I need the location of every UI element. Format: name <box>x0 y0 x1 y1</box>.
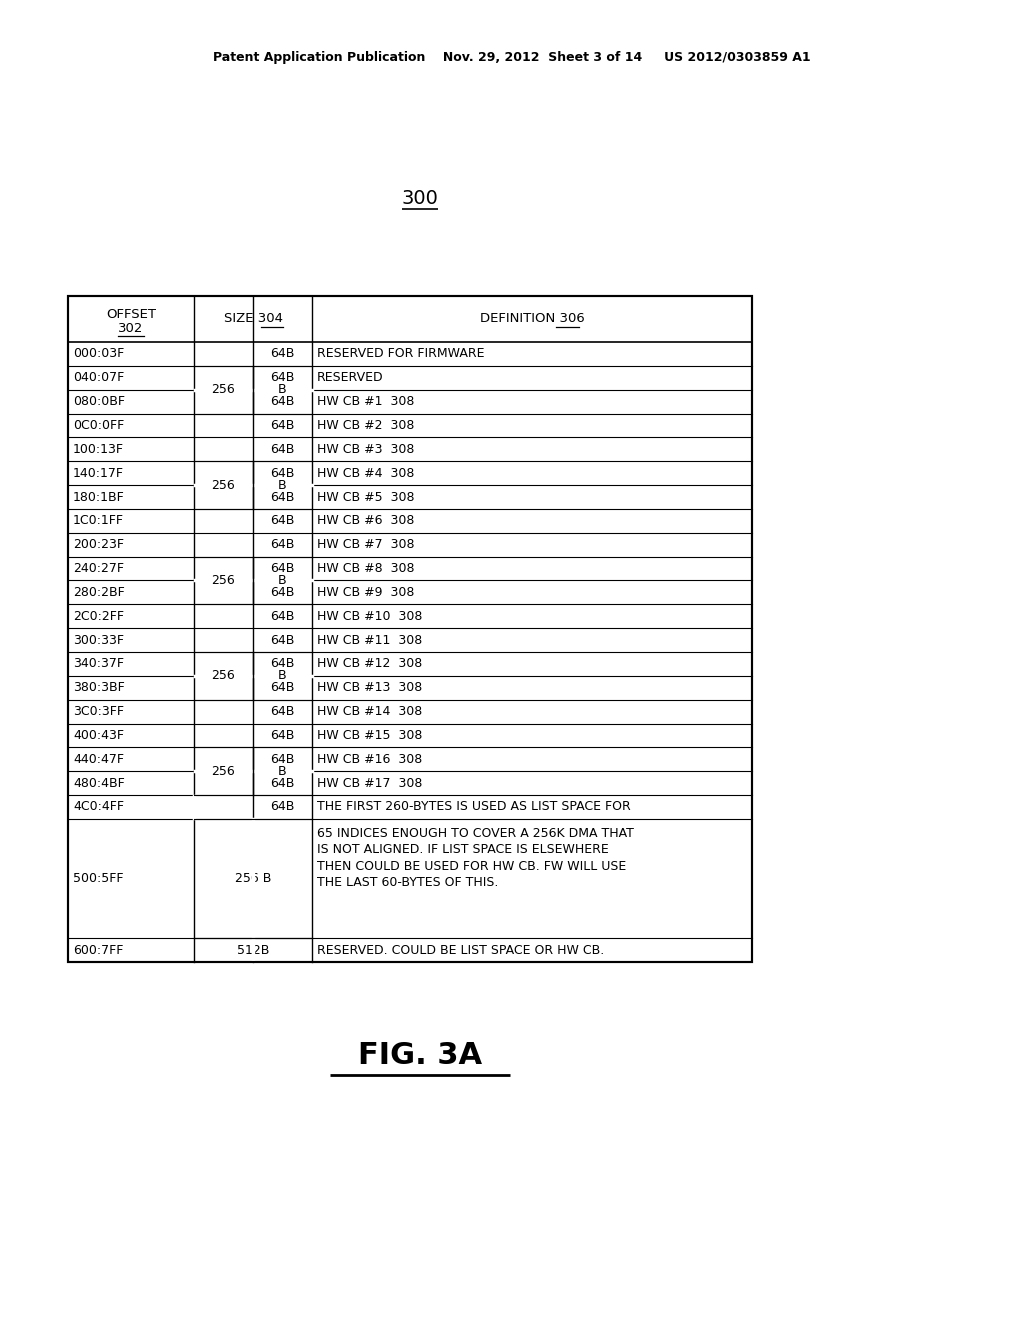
Text: HW CB #16  308: HW CB #16 308 <box>317 752 422 766</box>
Text: HW CB #4  308: HW CB #4 308 <box>317 467 415 479</box>
Text: 64B: 64B <box>270 395 295 408</box>
Text: 64B: 64B <box>270 729 295 742</box>
Text: 64B: 64B <box>270 610 295 623</box>
Text: 1C0:1FF: 1C0:1FF <box>73 515 124 528</box>
Text: 256: 256 <box>212 764 236 777</box>
Text: 256: 256 <box>212 479 236 491</box>
Text: 2C0:2FF: 2C0:2FF <box>73 610 124 623</box>
Text: 64B: 64B <box>270 442 295 455</box>
Text: Patent Application Publication    Nov. 29, 2012  Sheet 3 of 14     US 2012/03038: Patent Application Publication Nov. 29, … <box>213 51 811 65</box>
Text: B: B <box>279 479 287 491</box>
Text: HW CB #2  308: HW CB #2 308 <box>317 418 415 432</box>
Text: 600:7FF: 600:7FF <box>73 944 123 957</box>
Text: 64B: 64B <box>270 562 295 576</box>
Text: HW CB #1  308: HW CB #1 308 <box>317 395 415 408</box>
Text: 300: 300 <box>401 189 438 207</box>
Text: 64B: 64B <box>270 467 295 479</box>
Text: THE FIRST 260-BYTES IS USED AS LIST SPACE FOR: THE FIRST 260-BYTES IS USED AS LIST SPAC… <box>317 800 631 813</box>
Text: HW CB #12  308: HW CB #12 308 <box>317 657 422 671</box>
Text: 100:13F: 100:13F <box>73 442 124 455</box>
Text: 380:3BF: 380:3BF <box>73 681 125 694</box>
Text: 64B: 64B <box>270 800 295 813</box>
Bar <box>68 296 752 962</box>
Text: 300:33F: 300:33F <box>73 634 124 647</box>
Text: 302: 302 <box>119 322 143 335</box>
Text: SIZE 304: SIZE 304 <box>223 313 283 326</box>
Text: 64B: 64B <box>270 371 295 384</box>
Text: HW CB #7  308: HW CB #7 308 <box>317 539 415 552</box>
Text: HW CB #14  308: HW CB #14 308 <box>317 705 422 718</box>
Text: 512B: 512B <box>237 944 269 957</box>
Text: HW CB #17  308: HW CB #17 308 <box>317 776 422 789</box>
Text: 65 INDICES ENOUGH TO COVER A 256K DMA THAT
IS NOT ALIGNED. IF LIST SPACE IS ELSE: 65 INDICES ENOUGH TO COVER A 256K DMA TH… <box>317 826 634 890</box>
Text: 256: 256 <box>212 383 236 396</box>
Text: 64B: 64B <box>270 586 295 599</box>
Text: HW CB #3  308: HW CB #3 308 <box>317 442 415 455</box>
Text: 3C0:3FF: 3C0:3FF <box>73 705 124 718</box>
Text: 64B: 64B <box>270 491 295 503</box>
Text: FIG. 3A: FIG. 3A <box>358 1040 482 1069</box>
Text: RESERVED: RESERVED <box>317 371 384 384</box>
Text: 4C0:4FF: 4C0:4FF <box>73 800 124 813</box>
Bar <box>68 296 752 962</box>
Text: B: B <box>279 669 287 682</box>
Text: HW CB #8  308: HW CB #8 308 <box>317 562 415 576</box>
Text: 280:2BF: 280:2BF <box>73 586 125 599</box>
Text: 64B: 64B <box>270 347 295 360</box>
Text: 64B: 64B <box>270 681 295 694</box>
Text: OFFSET: OFFSET <box>106 309 156 322</box>
Text: 0C0:0FF: 0C0:0FF <box>73 418 124 432</box>
Text: RESERVED. COULD BE LIST SPACE OR HW CB.: RESERVED. COULD BE LIST SPACE OR HW CB. <box>317 944 604 957</box>
Text: 480:4BF: 480:4BF <box>73 776 125 789</box>
Text: 256: 256 <box>212 669 236 682</box>
Text: HW CB #5  308: HW CB #5 308 <box>317 491 415 503</box>
Text: 180:1BF: 180:1BF <box>73 491 125 503</box>
Text: 340:37F: 340:37F <box>73 657 124 671</box>
Text: DEFINITION 306: DEFINITION 306 <box>479 313 585 326</box>
Text: 080:0BF: 080:0BF <box>73 395 125 408</box>
Text: 500:5FF: 500:5FF <box>73 873 124 884</box>
Text: 64B: 64B <box>270 515 295 528</box>
Text: RESERVED FOR FIRMWARE: RESERVED FOR FIRMWARE <box>317 347 484 360</box>
Text: 256 B: 256 B <box>234 873 271 884</box>
Text: B: B <box>279 383 287 396</box>
Text: HW CB #15  308: HW CB #15 308 <box>317 729 422 742</box>
Text: 256: 256 <box>212 574 236 587</box>
Text: HW CB #10  308: HW CB #10 308 <box>317 610 422 623</box>
Text: 200:23F: 200:23F <box>73 539 124 552</box>
Text: 64B: 64B <box>270 418 295 432</box>
Text: 000:03F: 000:03F <box>73 347 124 360</box>
Text: 240:27F: 240:27F <box>73 562 124 576</box>
Text: 140:17F: 140:17F <box>73 467 124 479</box>
Text: 64B: 64B <box>270 657 295 671</box>
Text: 64B: 64B <box>270 539 295 552</box>
Text: 400:43F: 400:43F <box>73 729 124 742</box>
Text: 64B: 64B <box>270 752 295 766</box>
Text: HW CB #11  308: HW CB #11 308 <box>317 634 422 647</box>
Text: 64B: 64B <box>270 776 295 789</box>
Text: HW CB #6  308: HW CB #6 308 <box>317 515 415 528</box>
Text: 64B: 64B <box>270 634 295 647</box>
Text: 440:47F: 440:47F <box>73 752 124 766</box>
Text: HW CB #13  308: HW CB #13 308 <box>317 681 422 694</box>
Text: 64B: 64B <box>270 705 295 718</box>
Text: HW CB #9  308: HW CB #9 308 <box>317 586 415 599</box>
Text: B: B <box>279 574 287 587</box>
Text: 040:07F: 040:07F <box>73 371 124 384</box>
Text: B: B <box>279 764 287 777</box>
